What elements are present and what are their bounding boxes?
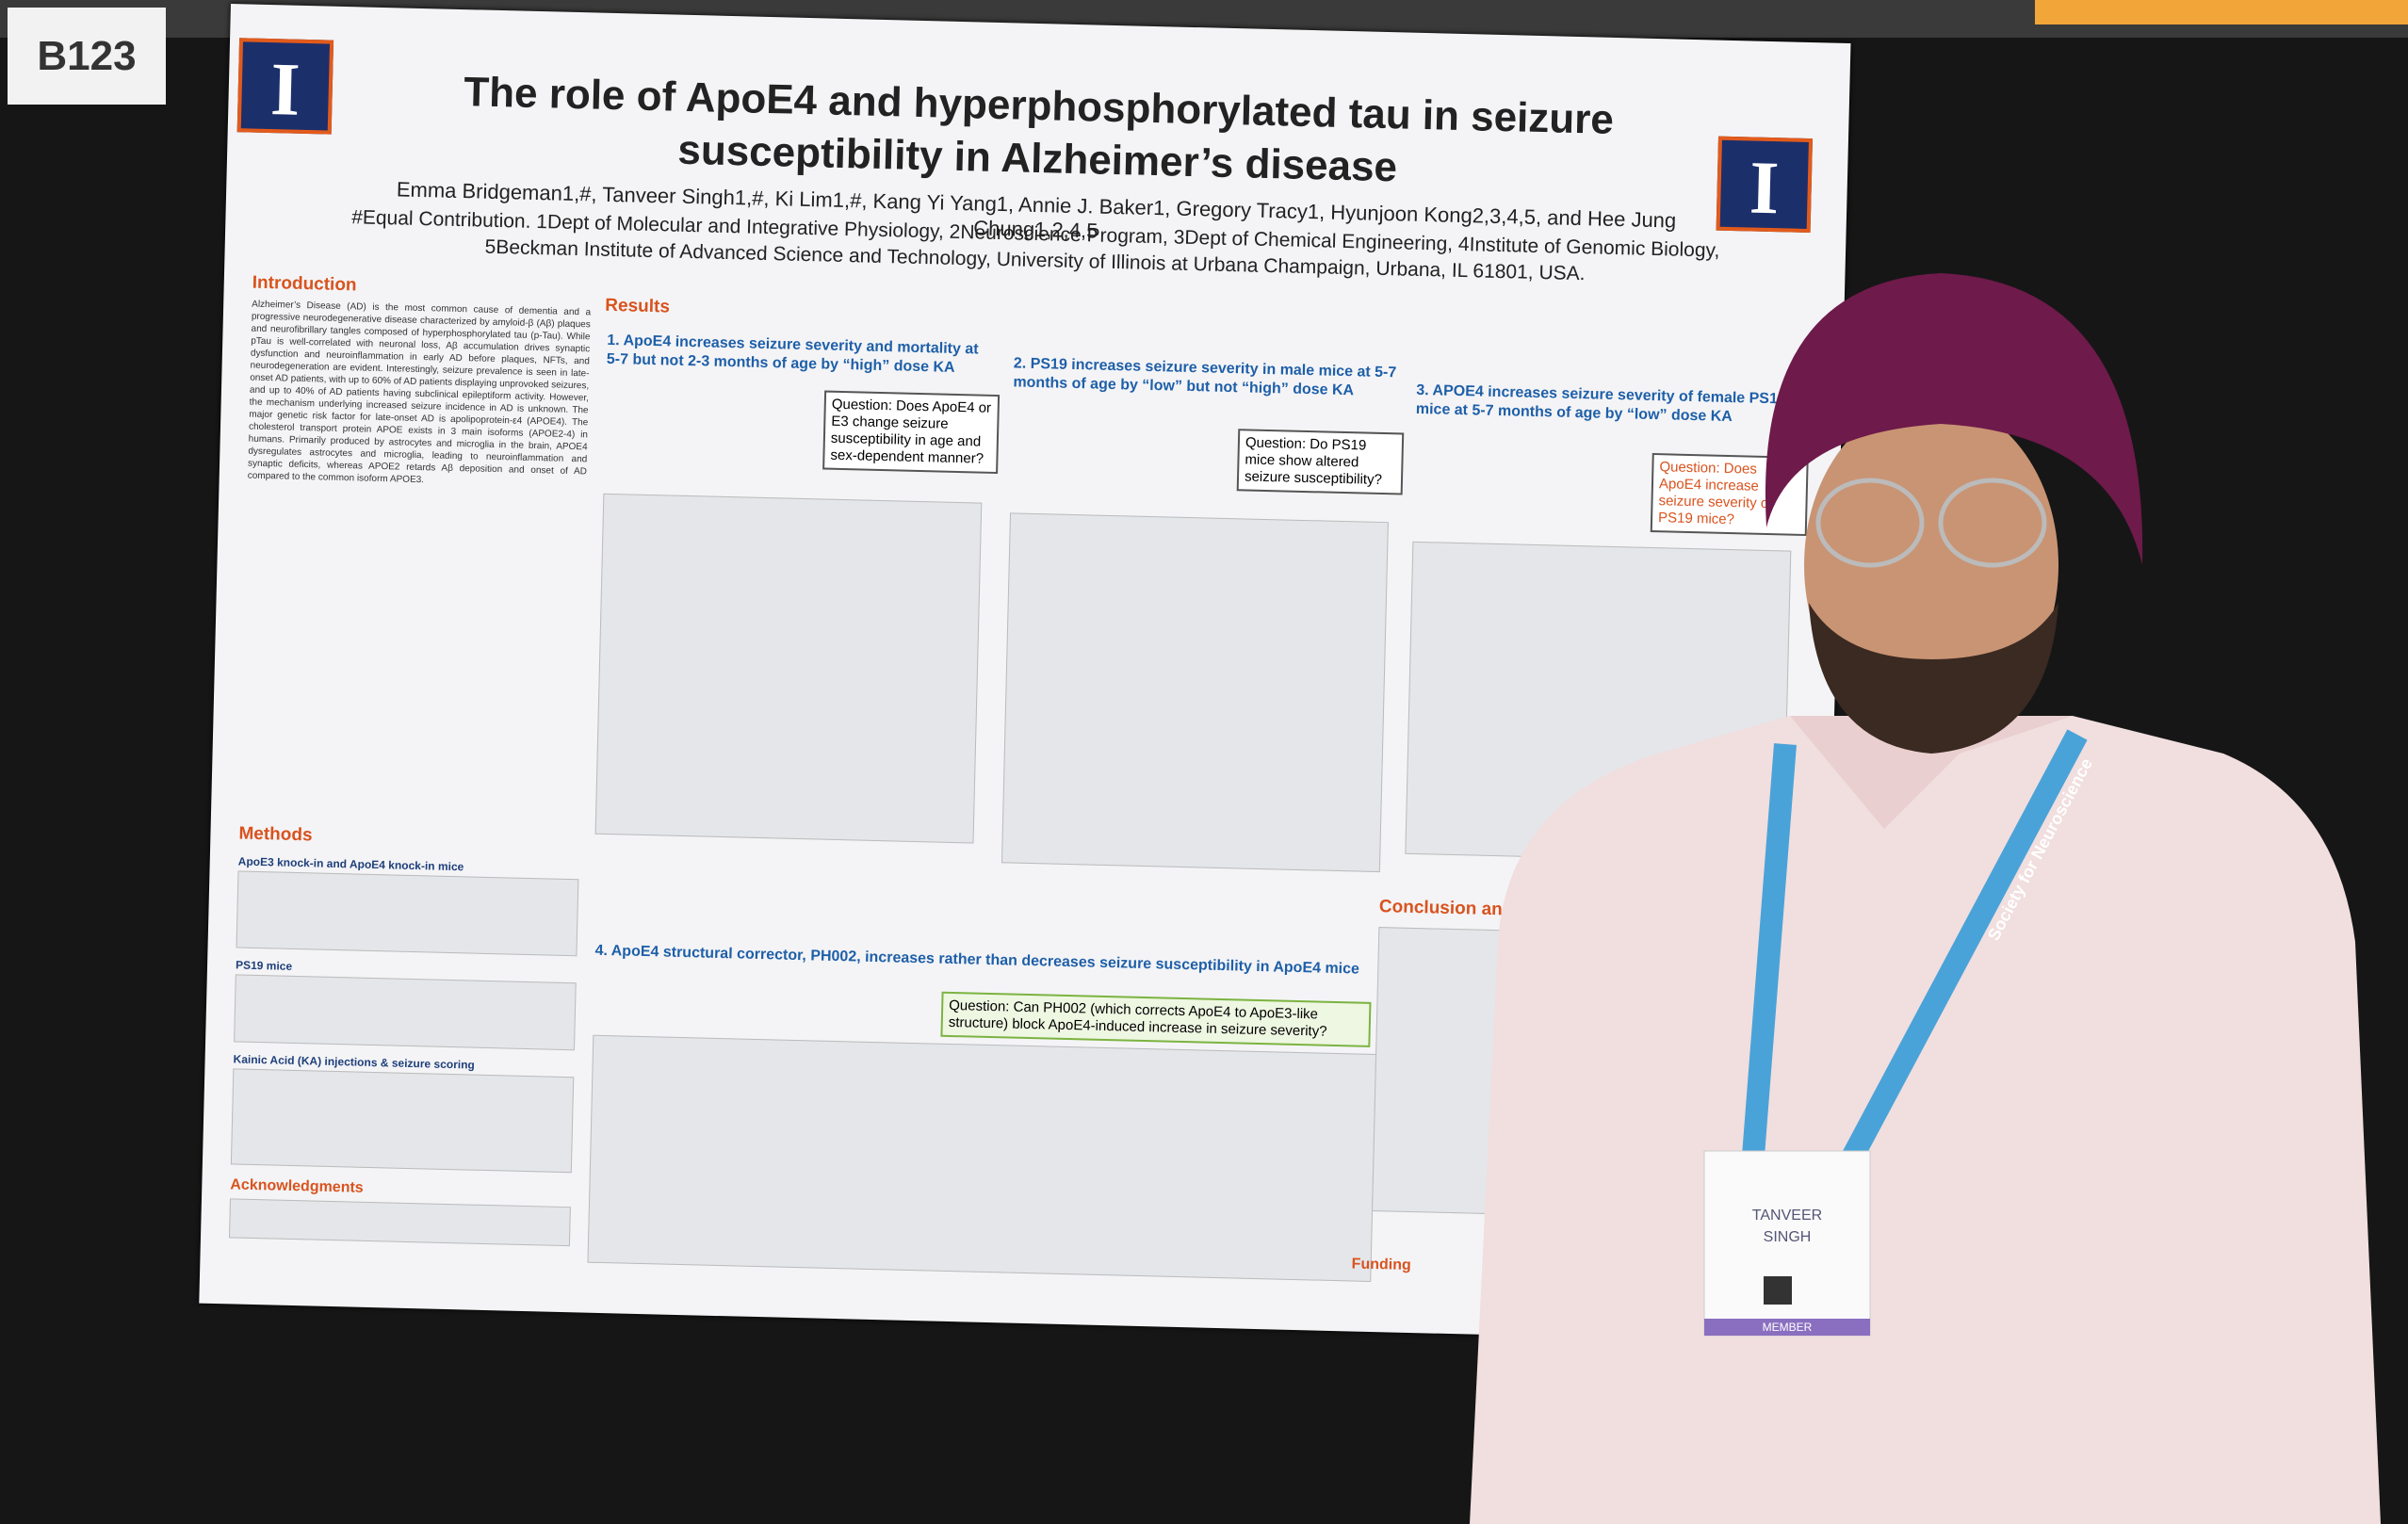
beard: [1809, 603, 2058, 754]
shirt: [1470, 716, 2381, 1524]
turban: [1765, 273, 2143, 565]
qr-code: [1764, 1276, 1792, 1305]
badge-role: MEMBER: [1763, 1321, 1813, 1334]
orange-strip: [2035, 0, 2408, 24]
badge-stripe: [1704, 1319, 1870, 1336]
glasses: [1815, 478, 1925, 568]
lanyard: [1741, 729, 2088, 1174]
badge: [1703, 1150, 1871, 1337]
badge-name: TANVEER: [1752, 1208, 1822, 1224]
glasses: [1938, 478, 2047, 568]
board-label: B123: [8, 8, 166, 105]
badge-name: SINGH: [1764, 1229, 1812, 1245]
collar: [1790, 716, 2073, 829]
